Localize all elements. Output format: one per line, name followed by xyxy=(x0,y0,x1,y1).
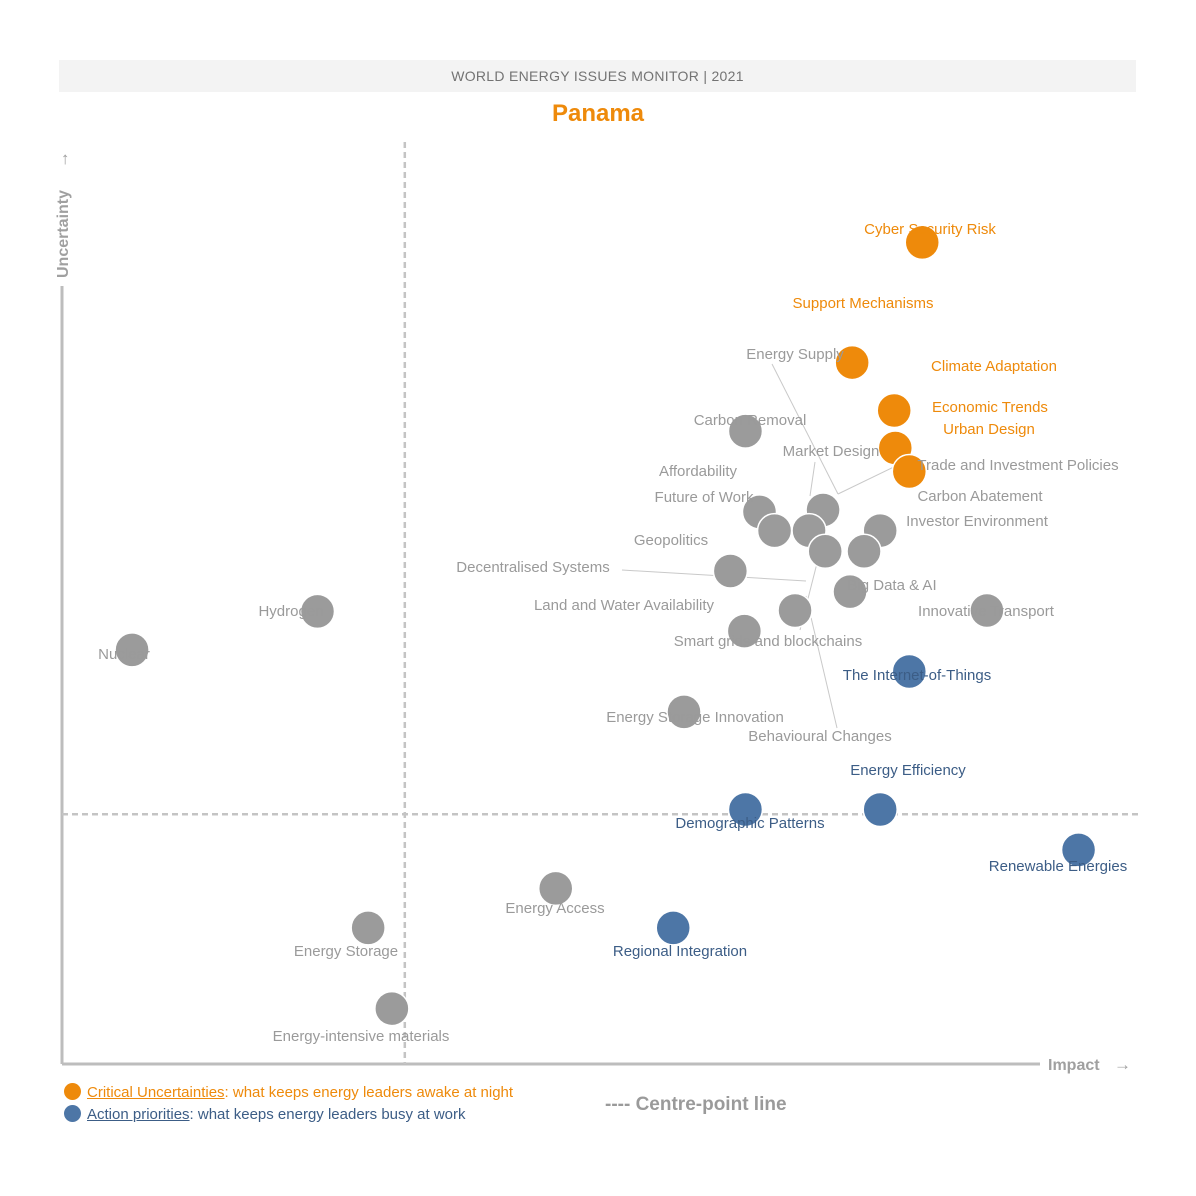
point-energy-storage-innovation[interactable] xyxy=(666,694,702,730)
legend-action-link[interactable]: Action priorities xyxy=(87,1106,190,1123)
critical-dot-icon xyxy=(64,1083,81,1100)
point-future-of-work[interactable] xyxy=(756,512,793,549)
label-energy-access: Energy Access xyxy=(505,900,604,917)
legend-critical-link[interactable]: Critical Uncertainties xyxy=(87,1084,225,1101)
label-energy-intensive-materials: Energy-intensive materials xyxy=(273,1028,450,1045)
point-cyber-security-risk[interactable] xyxy=(904,224,940,261)
y-axis-arrow: → xyxy=(53,151,72,168)
y-axis-label: Uncertainty xyxy=(55,190,72,278)
label-decentralised-systems: Decentralised Systems xyxy=(456,559,609,576)
label-support-mechanisms: Support Mechanisms xyxy=(793,295,934,312)
point-urban-design[interactable] xyxy=(891,453,928,490)
point-geopolitics[interactable] xyxy=(712,553,749,589)
legend-critical-text: : what keeps energy leaders awake at nig… xyxy=(224,1084,514,1101)
label-big-data-ai: Big Data & AI xyxy=(847,577,936,594)
label-carbon-removal: Carbon Removal xyxy=(694,412,807,429)
leader-line-trade-and-investment-policies xyxy=(837,463,901,495)
point-regional-integration[interactable] xyxy=(655,910,691,946)
point-the-internet-of-things[interactable] xyxy=(891,653,928,690)
legend-action-text: : what keeps energy leaders busy at work xyxy=(189,1106,466,1123)
label-land-and-water-availability: Land and Water Availability xyxy=(534,597,715,614)
label-cyber-security-risk: Cyber Security Risk xyxy=(864,221,996,238)
report-header: WORLD ENERGY ISSUES MONITOR | 2021 xyxy=(59,60,1136,92)
point-energy-storage[interactable] xyxy=(350,910,386,946)
point-climate-adaptation[interactable] xyxy=(876,392,912,429)
x-axis-label: Impact xyxy=(1048,1057,1100,1074)
label-smart-grids-and-blockchains: Smart grids and blockchains xyxy=(674,633,862,650)
data-points xyxy=(114,224,1097,1027)
label-carbon-abatement: Carbon Abatement xyxy=(917,488,1043,505)
data-labels: Cyber Security Risk Support Mechanisms Cli… xyxy=(98,221,1127,1045)
leader-line-market-design xyxy=(809,461,816,497)
action-dot-icon xyxy=(64,1105,81,1122)
point-innovative-transport[interactable] xyxy=(969,592,1005,629)
label-geopolitics: Geopolitics xyxy=(634,532,708,549)
point-big-data-ai[interactable] xyxy=(832,573,868,610)
label-behavioural-changes: Behavioural Changes xyxy=(748,728,891,745)
legend-critical: Critical Uncertainties: what keeps energ… xyxy=(64,1083,513,1101)
label-hydrogen: Hydrogen xyxy=(258,603,323,620)
label-market-design: Market Design xyxy=(783,443,880,460)
point-energy-access[interactable] xyxy=(537,870,574,907)
label-future-of-work: Future of Work xyxy=(655,489,754,506)
label-energy-storage: Energy Storage xyxy=(294,943,398,960)
leader-line-behavioural-changes xyxy=(805,595,838,729)
label-economic-trends: Economic Trends xyxy=(932,399,1048,416)
point-demographic-patterns[interactable] xyxy=(727,791,764,828)
label-affordability: Affordability xyxy=(659,463,738,480)
point-behavioural-changes[interactable] xyxy=(807,533,843,570)
point-support-mechanisms[interactable] xyxy=(834,344,870,381)
label-urban-design: Urban Design xyxy=(943,421,1035,438)
point-hydrogen[interactable] xyxy=(299,593,336,630)
label-energy-supply: Energy Supply xyxy=(746,346,844,363)
point-land-and-water-availability[interactable] xyxy=(726,613,763,649)
label-investor-environment: Investor Environment xyxy=(906,513,1049,530)
label-energy-storage-innovation: Energy Storage Innovation xyxy=(606,709,784,726)
point-renewable-energies[interactable] xyxy=(1060,832,1097,868)
point-energy-intensive-materials[interactable] xyxy=(374,990,410,1027)
legend-action: Action priorities: what keeps energy lea… xyxy=(64,1105,466,1123)
label-regional-integration: Regional Integration xyxy=(613,943,747,960)
country-title: Panama xyxy=(551,100,645,127)
x-axis-arrow: → xyxy=(1114,1055,1131,1074)
point-energy-efficiency[interactable] xyxy=(862,791,898,828)
point-investor-environment[interactable] xyxy=(846,533,882,570)
leader-line-energy-supply xyxy=(771,363,839,495)
label-demographic-patterns: Demographic Patterns xyxy=(675,815,824,832)
label-renewable-energies: Renewable Energies xyxy=(989,858,1127,875)
point-carbon-removal[interactable] xyxy=(727,413,764,449)
centre-point-legend: ---- Centre-point line xyxy=(605,1094,787,1115)
label-the-internet-of-things: The Internet-of-Things xyxy=(843,667,991,684)
label-innovative-transport: Innovative Transport xyxy=(918,603,1055,620)
point-smart-grids-and-blockchains[interactable] xyxy=(777,592,813,629)
label-nuclear: Nuclear xyxy=(98,646,150,663)
label-climate-adaptation: Climate Adaptation xyxy=(931,358,1057,375)
label-energy-efficiency: Energy Efficiency xyxy=(850,762,966,779)
point-nuclear[interactable] xyxy=(114,632,150,668)
label-trade-and-investment-policies: Trade and Investment Policies xyxy=(917,457,1118,474)
